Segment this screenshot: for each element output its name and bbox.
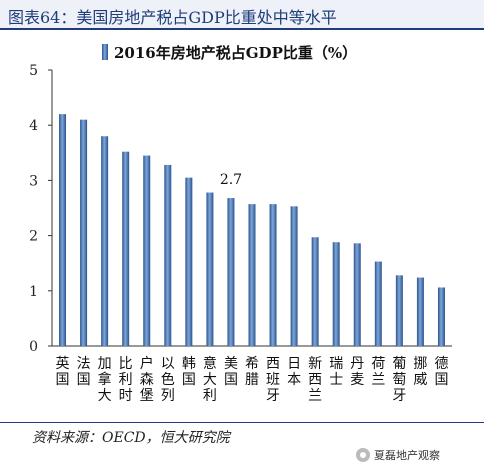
legend-swatch [102,44,108,60]
x-tick-label: 色 [161,371,175,388]
x-tick-label: 萄 [392,372,406,388]
bar [122,151,130,346]
x-tick-label: 利 [119,372,133,388]
x-tick-label: 威 [413,372,427,388]
bar [416,277,424,346]
bar [227,198,235,346]
x-tick-label: 时 [119,388,133,404]
bar [80,119,88,347]
bar [185,177,193,346]
x-tick-label: 森 [140,372,154,388]
x-tick-label: 法 [77,356,91,372]
x-tick-label: 新 [308,356,322,372]
x-tick-label: 希 [245,356,259,372]
footer-divider [0,422,484,423]
x-tick-label: 拿 [98,371,112,388]
x-tick-label: 韩 [182,356,196,372]
x-tick-label: 兰 [308,388,322,404]
x-tick-label: 大 [203,372,217,388]
y-tick-label: 3 [29,173,38,189]
header-bar: 图表64：美国房地产税占GDP比重处中等水平 [0,0,484,30]
watermark: 夏磊地产观察 [356,445,440,465]
x-tick-label: 西 [266,356,280,372]
y-tick-label: 1 [29,284,38,300]
x-tick-label: 国 [224,372,238,388]
x-axis-labels: 英国法国加拿大比利时户森堡以色列韩国意大利美国希腊西班牙日本新西兰瑞士丹麦荷兰葡… [56,355,449,404]
x-tick-label: 英 [56,355,70,372]
y-tick-label: 0 [29,339,38,355]
bar [353,243,361,346]
x-tick-label: 国 [182,372,196,388]
x-tick-label: 牙 [392,388,406,404]
x-tick-label: 西 [308,372,322,388]
x-tick-label: 葡 [392,356,406,372]
figure-title: 图表64：美国房地产税占GDP比重处中等水平 [8,8,337,27]
source-note: 资料来源：OECD，恒大研究院 [32,430,230,446]
bar [437,287,445,346]
x-tick-label: 国 [56,372,70,388]
bar [101,136,109,346]
y-tick-label: 2 [29,229,38,245]
x-tick-label: 列 [161,388,175,404]
bars [59,114,445,347]
x-tick-label: 兰 [371,372,385,388]
y-axis: 0 1 2 3 4 5 [29,63,452,355]
bar [206,192,214,346]
y-tick-label: 4 [29,118,38,134]
x-tick-label: 挪 [413,356,427,372]
x-tick-label: 意 [203,355,217,372]
x-tick-label: 以 [161,356,175,372]
annotations: 2.7 [220,172,242,188]
x-tick-label: 荷 [371,356,385,372]
x-tick-label: 丹 [350,356,364,372]
wechat-icon [356,448,370,462]
x-tick-label: 德 [434,356,448,372]
x-tick-label: 班 [266,372,280,388]
x-tick-label: 瑞 [329,356,343,372]
x-tick-label: 日 [287,356,301,372]
x-tick-label: 堡 [140,388,154,404]
x-tick-label: 利 [203,388,217,404]
bar [164,164,172,346]
bar [290,206,298,346]
x-tick-label: 加 [98,356,112,372]
bar [269,204,277,346]
x-tick-label: 户 [140,355,154,372]
x-tick-label: 本 [287,372,301,388]
bar [332,242,340,346]
x-tick-label: 美 [224,356,238,372]
x-tick-label: 国 [77,372,91,388]
watermark-text: 夏磊地产观察 [374,449,440,462]
bar [59,114,67,346]
x-tick-label: 士 [329,372,343,388]
x-tick-label: 腊 [245,372,259,388]
x-tick-label: 牙 [266,388,280,404]
chart-legend: 2016年房地产税占GDP比重（%） [102,44,357,62]
x-tick-label: 国 [434,372,448,388]
bar [374,261,382,346]
bar [311,237,319,346]
bar [248,204,256,346]
bar [395,275,403,346]
x-tick-label: 大 [98,388,112,404]
data-label: 2.7 [220,172,242,188]
x-tick-label: 比 [119,356,133,372]
x-tick-label: 麦 [350,372,364,388]
bar [143,155,151,346]
legend-label: 2016年房地产税占GDP比重（%） [114,44,357,62]
y-tick-label: 5 [29,63,38,79]
